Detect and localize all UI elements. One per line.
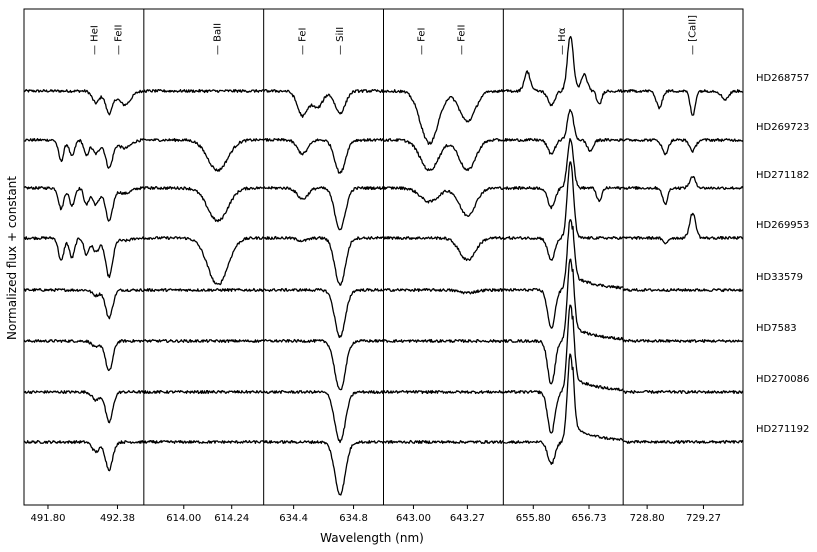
spectrum-hd269953-panel-2 bbox=[263, 235, 384, 286]
spectrum-hd33579-panel-5 bbox=[622, 288, 744, 293]
spectrum-hd269723-panel-4 bbox=[503, 108, 624, 155]
star-label-hd33579: HD33579 bbox=[756, 272, 803, 283]
spectrum-hd268757-panel-4 bbox=[502, 35, 624, 107]
x-tick-label: 643.00 bbox=[396, 513, 431, 524]
spectrum-hd269953-panel-1 bbox=[143, 236, 265, 286]
spectrum-hd271182-panel-1 bbox=[143, 186, 265, 223]
spectrum-hd7583-panel-0 bbox=[23, 339, 145, 372]
line-id-label: — FeI bbox=[416, 28, 427, 56]
spectrum-hd268757-panel-1 bbox=[143, 88, 264, 94]
spectrum-hd268757-panel-2 bbox=[263, 89, 384, 118]
line-id-label: — HeI bbox=[90, 25, 101, 55]
x-tick-label: 655.80 bbox=[516, 513, 551, 524]
line-label-group: — HeI — FeII — BaII — FeI — SiII — FeI — FeII —… bbox=[90, 15, 699, 55]
star-label-hd270086: HD270086 bbox=[756, 374, 809, 385]
x-tick-label: 492.38 bbox=[100, 513, 135, 524]
spectrum-hd269723-panel-3 bbox=[382, 138, 504, 172]
spectrum-hd269723-panel-1 bbox=[143, 138, 265, 172]
x-tick-label: 656.73 bbox=[572, 513, 607, 524]
star-label-hd7583: HD7583 bbox=[756, 323, 797, 334]
x-axis-label: Wavelength (nm) bbox=[320, 531, 424, 545]
spectrum-hd33579-panel-0 bbox=[23, 288, 145, 320]
x-tick-label: 614.00 bbox=[166, 513, 201, 524]
spectrum-hd269723-panel-0 bbox=[24, 138, 145, 169]
star-label-hd269723: HD269723 bbox=[756, 122, 809, 133]
x-tick-label: 643.27 bbox=[450, 513, 485, 524]
x-tick-label: 728.80 bbox=[630, 513, 665, 524]
plot-frame bbox=[23, 8, 744, 506]
spectrum-hd271182-panel-4 bbox=[503, 138, 624, 210]
line-id-label: — SiII bbox=[335, 27, 346, 55]
spectrum-hd7583-panel-1 bbox=[143, 338, 264, 344]
spectrum-hd271182-panel-0 bbox=[23, 185, 145, 222]
line-id-label: — [CaII] bbox=[688, 15, 699, 55]
star-label-hd268757: HD268757 bbox=[756, 73, 809, 84]
spectrum-hd33579-panel-2 bbox=[263, 287, 384, 339]
spectrum-hd271182-panel-3 bbox=[382, 186, 504, 218]
spectrum-hd268757-panel-0 bbox=[23, 88, 145, 116]
x-tick-label: 491.80 bbox=[30, 513, 65, 524]
spectrum-hd269953-panel-4 bbox=[502, 161, 624, 261]
spectrum-hd33579-panel-3 bbox=[383, 287, 504, 295]
spectrum-hd270086-panel-4 bbox=[503, 304, 624, 434]
spectrum-hd270086-panel-1 bbox=[143, 389, 264, 395]
x-tick-label: 614.24 bbox=[214, 513, 249, 524]
spectrum-hd271192-panel-1 bbox=[143, 439, 265, 445]
line-id-label: — FeII bbox=[456, 25, 467, 55]
spectrum-hd268757-panel-5 bbox=[622, 89, 744, 116]
spectrum-hd7583-panel-4 bbox=[502, 258, 624, 385]
spectrum-hd271192-panel-0 bbox=[23, 440, 145, 472]
spectrum-hd270086-panel-3 bbox=[383, 389, 504, 395]
spectrum-hd7583-panel-5 bbox=[622, 338, 744, 343]
x-tick-label: 634.8 bbox=[339, 513, 368, 524]
star-label-hd269953: HD269953 bbox=[756, 220, 809, 231]
spectrum-hd271192-panel-4 bbox=[502, 353, 624, 465]
star-label-hd271192: HD271192 bbox=[756, 424, 809, 435]
spectrum-hd271182-panel-2 bbox=[263, 185, 385, 231]
spectrum-hd7583-panel-2 bbox=[263, 338, 385, 391]
line-id-label: — FeI bbox=[298, 28, 309, 56]
spectrum-hd271192-panel-3 bbox=[383, 439, 504, 445]
x-tick-label: 729.27 bbox=[686, 513, 721, 524]
star-label-group: HD268757 HD269723 HD271182 HD269953 HD33579 H… bbox=[756, 73, 809, 435]
spectrum-hd269953-panel-0 bbox=[23, 236, 145, 279]
star-label-hd271182: HD271182 bbox=[756, 170, 809, 181]
spectrum-hd271182-panel-5 bbox=[623, 175, 744, 206]
spectrum-hd269953-panel-5 bbox=[622, 212, 744, 245]
y-axis-label: Normalized flux + constant bbox=[5, 176, 19, 340]
spectrum-hd33579-panel-4 bbox=[503, 219, 624, 329]
line-id-label: — FeII bbox=[114, 25, 125, 55]
spectrum-hd7583-panel-3 bbox=[382, 338, 504, 344]
spectrum-hd270086-panel-5 bbox=[622, 389, 744, 395]
spectrum-hd268757-panel-3 bbox=[383, 89, 504, 145]
spectrum-hd269953-panel-3 bbox=[383, 236, 504, 262]
line-id-label: — Hα bbox=[557, 27, 568, 55]
x-tick-group: 491.80 492.38 614.00 614.24 634.4 634.8 643.00… bbox=[30, 505, 721, 524]
spectrum-hd270086-panel-2 bbox=[263, 389, 385, 444]
spectrum-hd270086-panel-0 bbox=[23, 390, 145, 424]
spectrum-hd271192-panel-5 bbox=[622, 439, 744, 445]
spectrum-hd271192-panel-2 bbox=[263, 440, 384, 496]
spectrum-hd269723-panel-2 bbox=[263, 137, 384, 174]
spectrum-hd33579-panel-1 bbox=[143, 287, 264, 293]
x-tick-label: 634.4 bbox=[279, 513, 308, 524]
spectra-group bbox=[23, 35, 744, 496]
line-id-label: — BaII bbox=[213, 23, 224, 55]
spectrum-hd269723-panel-5 bbox=[622, 138, 744, 156]
